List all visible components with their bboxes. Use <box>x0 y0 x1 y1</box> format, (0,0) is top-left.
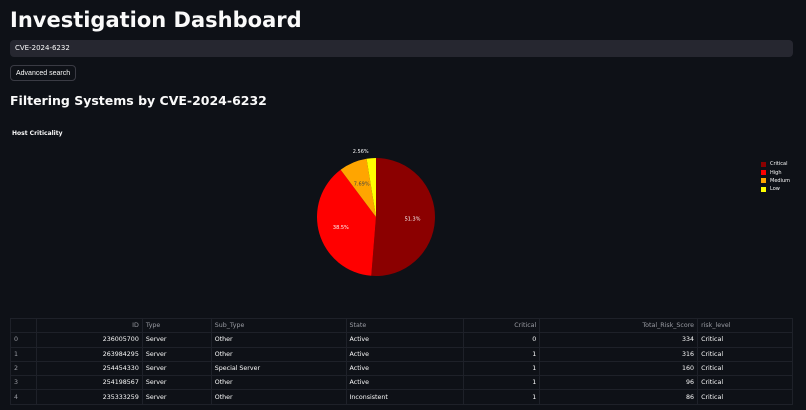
table-cell: Active <box>345 360 465 377</box>
table-cell: 254454330 <box>35 360 143 377</box>
table-cell: 0 <box>10 332 37 348</box>
table-row[interactable]: 4 235333259 Server Other Inconsistent 1 86 Crit… <box>10 389 793 405</box>
table-cell: Inconsistent <box>345 389 465 405</box>
chart-legend[interactable]: Critical High Medium Low <box>761 160 790 194</box>
pie-chart: 51.3% 38.5% 7.69% 2.56% <box>316 149 435 276</box>
legend-item[interactable]: Critical <box>761 160 790 168</box>
table-cell: Server <box>141 389 212 405</box>
table-cell: 1 <box>463 360 541 377</box>
table-cell: Other <box>210 375 347 391</box>
slice-label: 2.56% <box>353 149 369 155</box>
pie-slice-low[interactable] <box>366 158 376 217</box>
legend-swatch <box>761 170 766 176</box>
table-cell: Critical <box>697 332 793 348</box>
legend-swatch <box>761 186 766 192</box>
search-input[interactable]: CVE-2024-6232 <box>10 40 793 57</box>
table-cell: Special Server <box>210 360 347 377</box>
table-cell: 0 <box>463 332 541 348</box>
legend-swatch <box>761 161 766 167</box>
column-header[interactable]: Critical <box>463 317 541 334</box>
pie-slice-critical[interactable] <box>371 158 435 276</box>
table-cell: Critical <box>697 389 793 405</box>
legend-label: High <box>770 169 782 176</box>
table-cell: Critical <box>697 375 793 391</box>
page-title: Investigation Dashboard <box>10 8 302 32</box>
table-cell: 334 <box>539 332 699 348</box>
pie-slice-medium[interactable] <box>340 158 376 217</box>
table-cell: Active <box>345 375 465 391</box>
legend-item[interactable]: High <box>761 168 790 176</box>
table-cell: 254198567 <box>35 375 143 391</box>
table-cell: Other <box>210 389 347 405</box>
pie-slice-high[interactable] <box>316 169 376 276</box>
table-cell: 160 <box>539 360 699 377</box>
table-cell: 2 <box>10 360 37 377</box>
table-row[interactable]: 2 254454330 Server Special Server Active 1 160… <box>10 360 793 377</box>
column-header[interactable]: State <box>345 317 465 334</box>
advanced-search-button[interactable]: Advanced search <box>10 65 77 81</box>
table-cell: Server <box>141 375 212 391</box>
table-cell: 235333259 <box>35 389 143 405</box>
table-cell: Active <box>345 332 465 348</box>
column-header[interactable]: Type <box>141 317 212 334</box>
table-cell: Server <box>141 346 212 362</box>
table-cell: 1 <box>463 375 541 391</box>
table-cell: Other <box>210 346 347 362</box>
column-header[interactable]: risk_level <box>697 317 793 334</box>
table-cell: Server <box>141 360 212 377</box>
column-header[interactable] <box>10 317 37 334</box>
table-cell: Critical <box>697 346 793 362</box>
table-cell: 1 <box>10 346 37 362</box>
legend-label: Low <box>770 186 780 193</box>
data-table[interactable]: ID Type Sub_Type State Critical Total_Risk_Sc… <box>10 317 793 405</box>
legend-item[interactable]: Medium <box>761 177 790 185</box>
table-row[interactable]: 3 254198567 Server Other Active 1 96 Critical <box>10 375 793 391</box>
column-header[interactable]: Sub_Type <box>210 317 347 334</box>
section-title: Filtering Systems by CVE-2024-6232 <box>10 93 267 108</box>
slice-label: 38.5% <box>333 225 349 231</box>
legend-label: Medium <box>770 177 790 184</box>
table-cell: Server <box>141 332 212 348</box>
slice-label: 7.69% <box>354 181 370 187</box>
table-cell: 263984295 <box>35 346 143 362</box>
table-cell: 86 <box>539 389 699 405</box>
table-cell: Critical <box>697 360 793 377</box>
table-cell: Other <box>210 332 347 348</box>
legend-swatch <box>761 178 766 184</box>
table-cell: 3 <box>10 375 37 391</box>
table-cell: 1 <box>463 389 541 405</box>
slice-label: 51.3% <box>405 216 421 222</box>
column-header[interactable]: ID <box>35 317 143 334</box>
column-header[interactable]: Total_Risk_Score <box>539 317 699 334</box>
legend-item[interactable]: Low <box>761 185 790 193</box>
table-row[interactable]: 0 236005700 Server Other Active 0 334 Critical <box>10 332 793 348</box>
table-cell: Active <box>345 346 465 362</box>
table-row[interactable]: 1 263984295 Server Other Active 1 316 Critical <box>10 346 793 362</box>
table-cell: 1 <box>463 346 541 362</box>
table-cell: 96 <box>539 375 699 391</box>
table-cell: 4 <box>10 389 37 405</box>
table-cell: 316 <box>539 346 699 362</box>
legend-label: Critical <box>770 161 788 168</box>
chart-title: Host Criticality <box>12 130 63 137</box>
table-cell: 236005700 <box>35 332 143 348</box>
